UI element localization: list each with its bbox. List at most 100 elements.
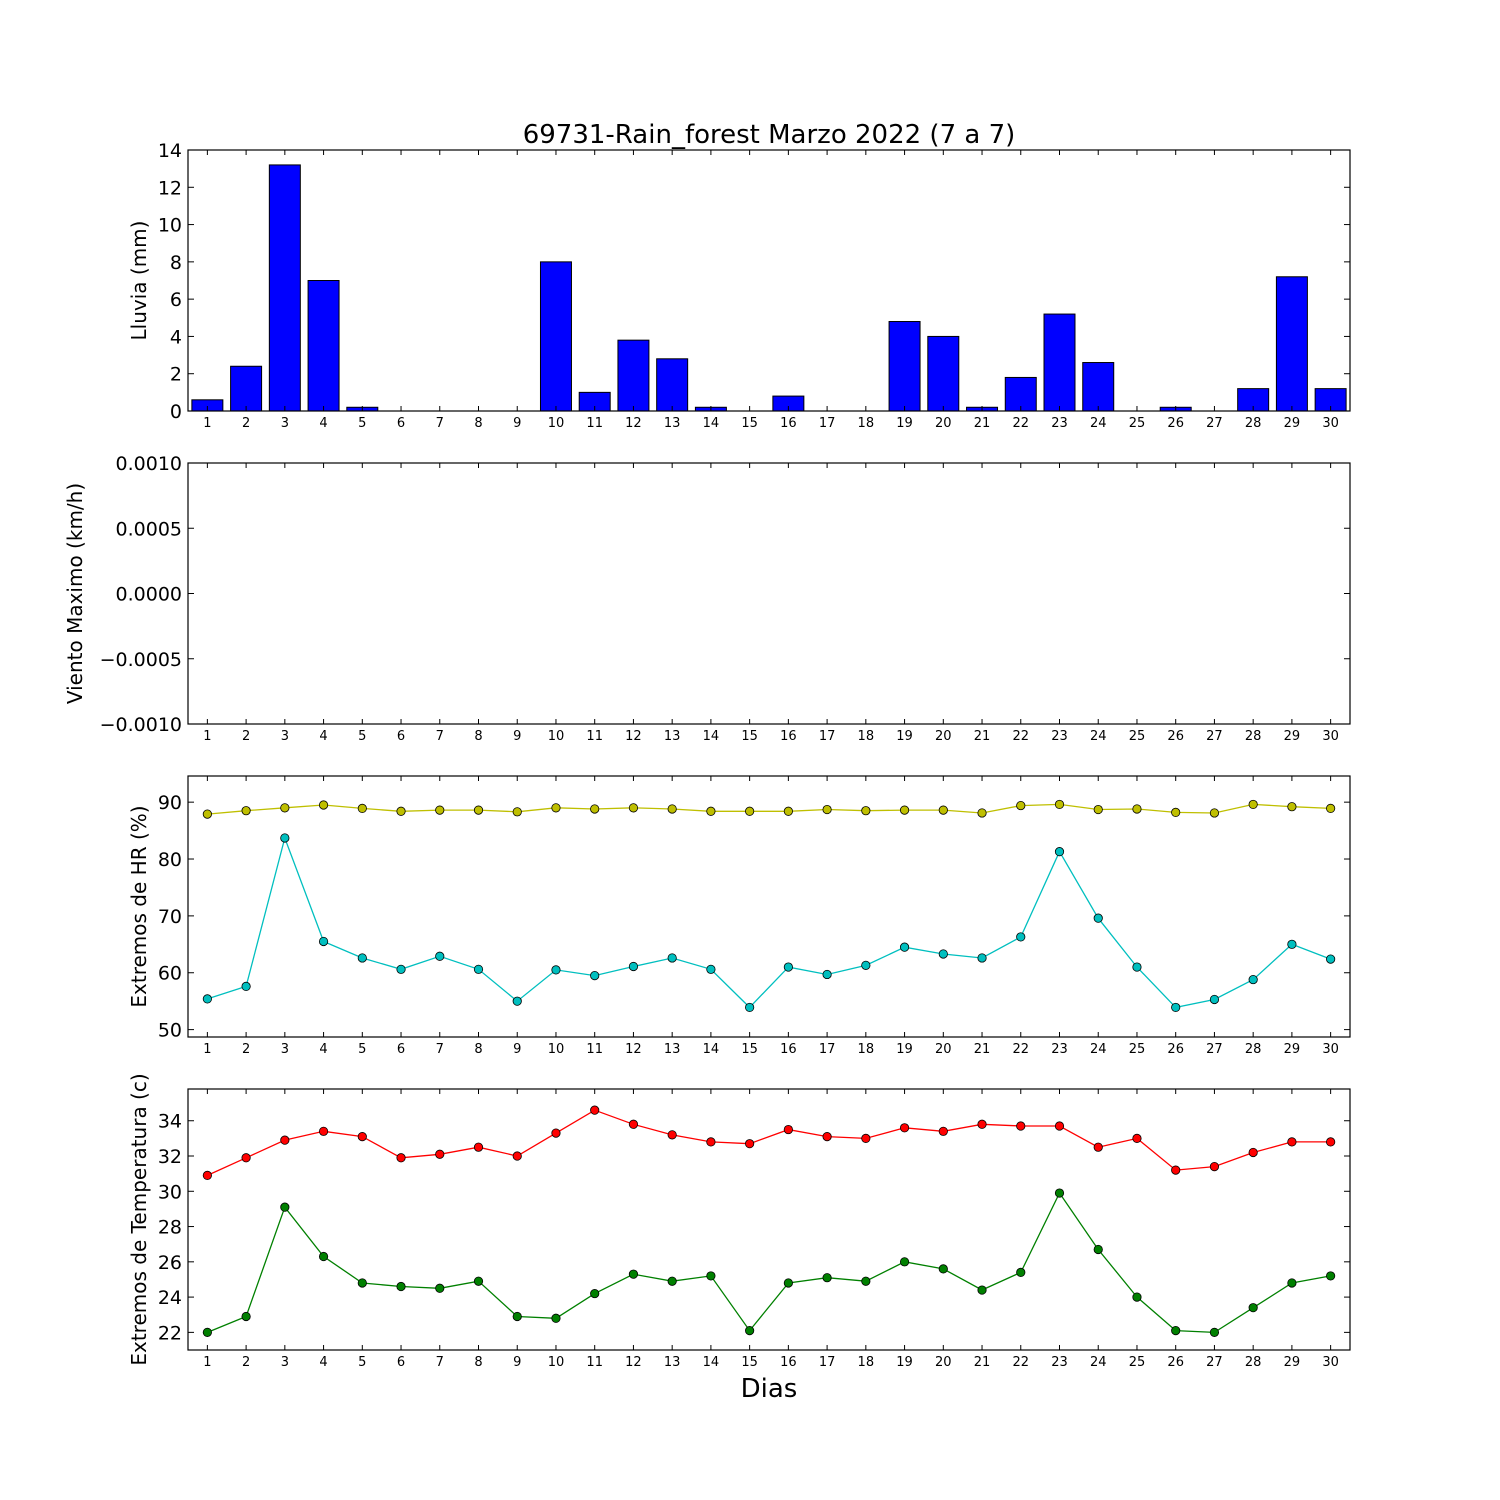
x-tick-label: 1 (203, 1042, 211, 1057)
axes-frame (187, 462, 1351, 725)
series-point (512, 996, 522, 1006)
x-tick-label: 21 (974, 729, 991, 744)
series-point (396, 1153, 406, 1163)
series-point (1248, 974, 1258, 985)
x-tick-label: 26 (1167, 1355, 1184, 1370)
series-point (1209, 1161, 1220, 1172)
x-tick-label: 5 (358, 729, 366, 744)
x-tick-label: 30 (1322, 1355, 1339, 1370)
x-tick-label: 17 (819, 729, 836, 744)
series-line-1 (207, 1109, 1331, 1176)
series-point (1326, 1137, 1336, 1147)
series-point (357, 1278, 367, 1288)
series-point (357, 1132, 367, 1142)
series-point (706, 964, 716, 974)
series-point (473, 964, 484, 974)
x-tick-label: 22 (1012, 416, 1029, 431)
series-point (745, 1326, 755, 1336)
y-axis-label: Extremos de Temperatura (c) (127, 1073, 151, 1365)
x-tick-label: 28 (1245, 1042, 1262, 1057)
x-tick-label: 4 (319, 729, 327, 744)
x-tick-label: 27 (1206, 416, 1223, 431)
axes-frame (187, 1088, 1351, 1351)
series-point (861, 1276, 871, 1286)
x-tick-label: 22 (1012, 1042, 1029, 1057)
x-tick-label: 3 (281, 416, 289, 431)
y-tick-label: 2 (170, 364, 182, 386)
rain-bar (268, 164, 301, 412)
series-point (473, 805, 484, 815)
series-point (318, 800, 329, 810)
x-tick-label: 24 (1090, 729, 1107, 744)
series-point (1093, 1244, 1103, 1255)
y-axis-label: Lluvia (mm) (127, 221, 151, 341)
y-tick-label: 22 (158, 1322, 182, 1344)
x-tick-label: 24 (1090, 1355, 1107, 1370)
series-point (318, 1251, 329, 1262)
series-point (280, 1135, 290, 1145)
x-tick-label: 13 (664, 416, 681, 431)
series-point (628, 961, 639, 972)
series-point (396, 1281, 406, 1292)
series-point (512, 1151, 522, 1161)
y-tick-label: 50 (158, 1020, 182, 1042)
x-tick-label: 10 (548, 416, 565, 431)
x-tick-label: 13 (664, 1355, 681, 1370)
x-tick-label: 19 (896, 416, 913, 431)
series-point (512, 1311, 522, 1322)
y-tick-label: −0.0005 (100, 649, 182, 671)
y-tick-label: 28 (158, 1217, 182, 1239)
series-point (783, 962, 793, 972)
series-point (280, 803, 290, 813)
x-tick-label: 15 (741, 416, 758, 431)
x-tick-label: 14 (703, 1355, 720, 1370)
x-tick-label: 25 (1129, 416, 1146, 431)
x-tick-label: 2 (242, 416, 250, 431)
series-point (202, 1170, 212, 1181)
x-tick-label: 8 (474, 1042, 482, 1057)
y-tick-label: 90 (158, 792, 182, 814)
series-point (899, 942, 910, 952)
x-tick-label: 14 (703, 416, 720, 431)
x-tick-label: 8 (474, 1355, 482, 1370)
rain-bar (1082, 362, 1115, 412)
rain-bar (617, 339, 650, 412)
series-point (241, 981, 251, 991)
rain-bar (1004, 376, 1037, 412)
series-point (280, 1202, 290, 1212)
series-point (1209, 994, 1220, 1005)
series-point (1326, 1271, 1336, 1281)
x-tick-label: 5 (358, 1042, 366, 1057)
series-point (1054, 1188, 1065, 1198)
y-tick-label: 30 (158, 1181, 182, 1203)
x-tick-label: 24 (1090, 416, 1107, 431)
y-tick-label: 34 (158, 1111, 182, 1133)
series-point (1054, 1121, 1065, 1131)
x-tick-label: 9 (513, 1355, 521, 1370)
x-tick-label: 16 (780, 1355, 797, 1370)
series-point (1132, 804, 1142, 814)
x-axis-label: Dias (741, 1374, 798, 1404)
x-tick-label: 28 (1245, 1355, 1262, 1370)
x-tick-label: 13 (664, 1042, 681, 1057)
series-point (977, 953, 987, 963)
series-point (822, 804, 832, 815)
series-point (435, 805, 445, 815)
x-tick-label: 18 (858, 1042, 875, 1057)
series-point (435, 951, 445, 961)
series-point (357, 803, 367, 814)
rain-bar (888, 321, 921, 412)
series-point (1326, 803, 1336, 814)
x-tick-label: 26 (1167, 729, 1184, 744)
x-tick-label: 20 (935, 1042, 952, 1057)
series-point (1209, 808, 1220, 818)
series-point (745, 1139, 755, 1149)
y-tick-label: 26 (158, 1252, 182, 1274)
x-tick-label: 12 (625, 1042, 642, 1057)
series-point (241, 1311, 251, 1322)
series-point (667, 1130, 677, 1140)
x-tick-label: 9 (513, 1042, 521, 1057)
x-tick-label: 15 (741, 729, 758, 744)
x-tick-label: 25 (1129, 729, 1146, 744)
series-point (1171, 1002, 1181, 1013)
